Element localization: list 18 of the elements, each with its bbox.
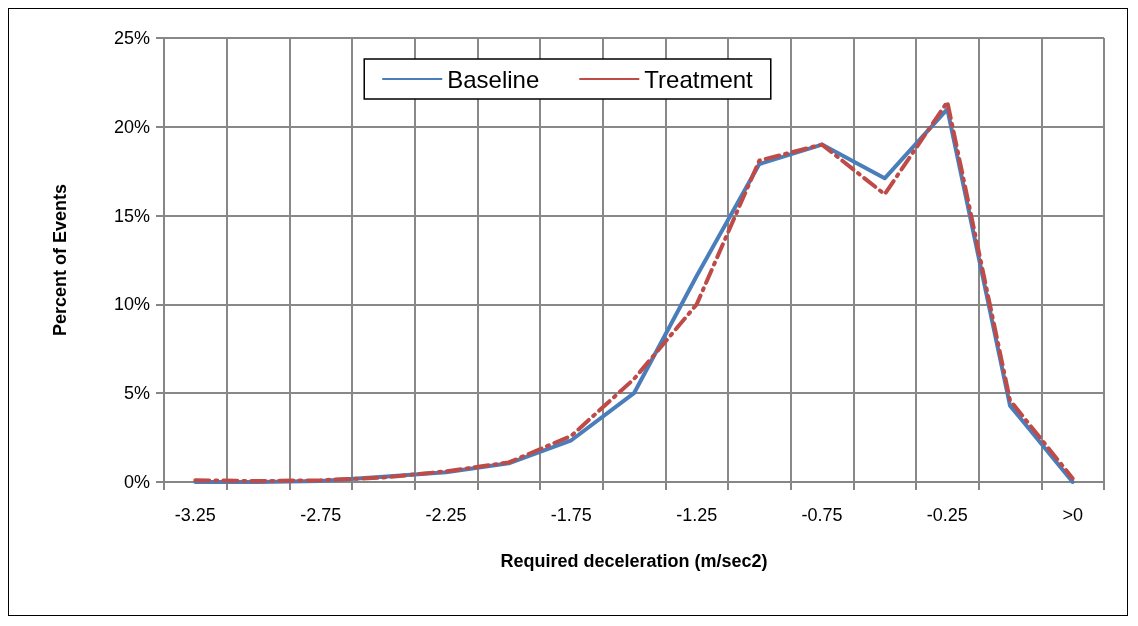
- legend-label: Baseline: [447, 65, 540, 93]
- x-tick-label: >0: [1062, 505, 1083, 525]
- x-tick-label: -2.75: [300, 505, 342, 525]
- y-tick-label: 20%: [113, 116, 150, 137]
- y-tick-label: 10%: [113, 294, 150, 315]
- x-tick-label: -3.25: [174, 505, 216, 525]
- x-tick-label: -0.25: [926, 505, 968, 525]
- x-tick-label: -1.75: [550, 505, 592, 525]
- y-tick-label: 15%: [113, 205, 150, 226]
- x-axis-title: Required deceleration (m/sec2): [500, 551, 768, 571]
- legend-label: Treatment: [644, 65, 754, 93]
- y-tick-label: 0%: [123, 472, 150, 492]
- x-tick-label: -0.75: [801, 505, 843, 525]
- x-tick-label: -2.25: [425, 505, 467, 525]
- y-axis-title: Percent of Events: [50, 183, 70, 337]
- x-tick-label: -1.25: [676, 505, 718, 525]
- y-tick-label: 5%: [123, 383, 150, 404]
- y-tick-label: 25%: [113, 28, 150, 48]
